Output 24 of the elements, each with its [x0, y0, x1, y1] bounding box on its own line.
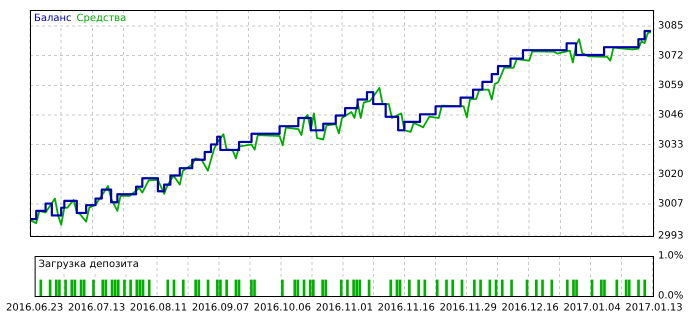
y-tick-label: 3033 — [658, 139, 684, 150]
x-tick-label: 2017.01.04 — [563, 302, 621, 314]
y-tick-label: 3072 — [658, 50, 684, 62]
x-tick-label: 2016.09.07 — [192, 302, 250, 314]
y-tick-label: 3085 — [658, 20, 684, 32]
x-tick-label: 2016.10.06 — [254, 302, 312, 314]
x-tick-label: 2016.12.16 — [501, 302, 559, 314]
x-tick-label: 2016.08.11 — [130, 302, 188, 314]
x-tick-label: 2016.11.16 — [378, 302, 435, 314]
y-tick-label: 3020 — [658, 168, 684, 180]
x-tick-label: 2017.01.13 — [625, 302, 683, 314]
chart-title: Загрузка депозита — [38, 259, 139, 271]
text: Средства — [76, 13, 126, 24]
y-tick-label: 3046 — [658, 110, 684, 121]
text: Баланс — [34, 13, 72, 24]
x-tick-label: 2016.06.23 — [6, 302, 64, 314]
y-tick-label: 2993 — [658, 230, 684, 242]
y-tick-label: 0.0% — [658, 290, 684, 302]
x-tick-label: 2016.07.13 — [68, 302, 126, 314]
x-tick-label: 2016.11.29 — [440, 302, 497, 314]
y-tick-label: 3007 — [658, 198, 684, 210]
y-tick-label: 3059 — [658, 80, 684, 91]
y-tick-label: 1.0% — [658, 250, 684, 262]
x-tick-label: 2016.11.01 — [316, 302, 373, 314]
